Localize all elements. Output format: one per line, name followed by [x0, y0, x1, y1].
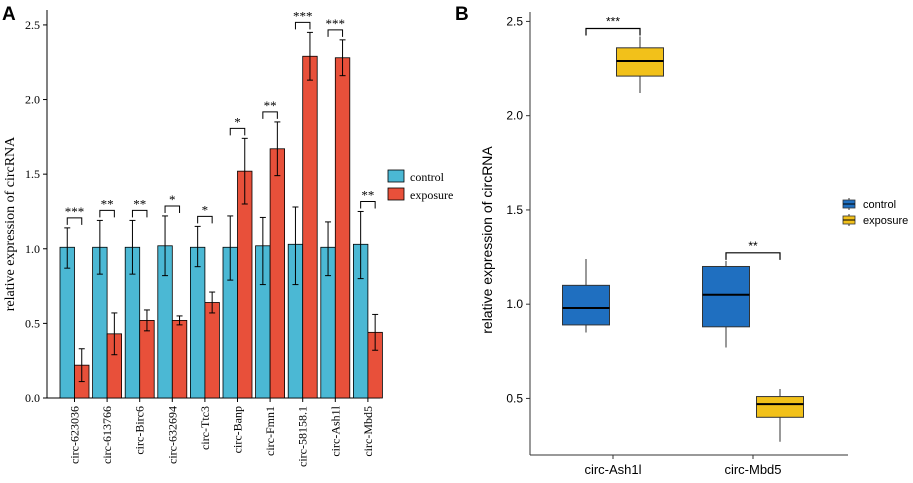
bars — [59, 55, 383, 399]
legend-swatch-control — [387, 169, 405, 183]
boxes — [562, 36, 804, 442]
significance-bracket — [99, 209, 115, 218]
y-axis-label: relative expression of circRNA — [479, 146, 495, 334]
x-tick-label: circ-Ttc3 — [198, 406, 212, 450]
x-tick-label: circ-Banp — [231, 406, 245, 453]
y-tick-label: 2.0 — [25, 93, 40, 107]
bar-exposure — [139, 319, 155, 399]
significance-label: * — [169, 192, 176, 207]
y-tick-label: 0.0 — [25, 391, 40, 405]
significance-bracket — [164, 205, 181, 213]
axes: 0.5 1.0 1.5 2.0 2.5 — [506, 12, 848, 456]
panel-b: B relative expression of circRNA 0.5 1.0 1… — [455, 4, 908, 477]
y-axis-label: relative expression of circRNA — [3, 136, 18, 311]
y-tick-label: 1.0 — [25, 242, 40, 256]
error-bars — [64, 31, 379, 383]
box-exposure — [756, 396, 804, 418]
significance-label: ** — [101, 196, 114, 211]
significance-label: *** — [65, 204, 85, 219]
legend-swatch-exposure — [387, 187, 405, 201]
x-tick-label: circ-Mbd5 — [361, 406, 375, 457]
significance-label: * — [234, 114, 241, 129]
bar-control — [59, 246, 75, 399]
x-tick-label: circ-Ash1l — [328, 405, 342, 456]
x-tick-label: circ-613766 — [100, 406, 114, 464]
x-tick-labels: circ-623036 circ-613766 circ-Birc6 circ-632… — [68, 398, 375, 467]
y-tick-label: 0.5 — [25, 316, 40, 330]
significance-brackets: ***** — [585, 15, 781, 260]
significance-brackets: *** ** ** ******** ***** — [65, 8, 376, 225]
x-tick-label: circ-Mbd5 — [724, 462, 781, 477]
legend-label-exposure: exposure — [410, 188, 453, 202]
x-tick-label: circ-623036 — [68, 406, 82, 464]
legend-label-exposure: exposure — [863, 215, 908, 227]
x-tick-label: circ-632694 — [165, 406, 179, 464]
significance-label: ** — [748, 239, 758, 253]
bar-exposure — [171, 319, 188, 399]
panel-a-label: A — [2, 4, 16, 25]
significance-bracket — [131, 209, 148, 218]
box-control — [562, 284, 610, 326]
significance-label: * — [202, 202, 209, 217]
legend: control exposure — [842, 198, 908, 227]
significance-bracket — [294, 21, 311, 30]
y-tick-label: 2.0 — [506, 109, 523, 123]
bar-exposure — [269, 148, 286, 399]
significance-label: ** — [133, 196, 146, 211]
box-control — [702, 265, 750, 328]
significance-label: *** — [293, 8, 313, 23]
y-tick-label: 1.0 — [506, 297, 523, 311]
significance-bracket — [229, 127, 246, 136]
significance-bracket — [262, 111, 278, 119]
significance-label: ** — [361, 187, 374, 202]
significance-label: *** — [606, 15, 620, 29]
x-tick-label: circ-Fmn1 — [263, 406, 277, 456]
legend-label-control: control — [410, 170, 445, 184]
legend: control exposure — [387, 169, 453, 202]
x-tick-label: circ-58158.1 — [296, 406, 310, 467]
y-tick-label: 2.5 — [25, 18, 40, 32]
y-tick-label: 1.5 — [506, 203, 523, 217]
significance-label: *** — [326, 16, 346, 31]
bar-exposure — [237, 170, 253, 399]
significance-label: ** — [264, 98, 277, 113]
x-tick-labels: circ-Ash1l circ-Mbd5 — [584, 455, 782, 477]
y-tick-label: 2.5 — [506, 14, 523, 28]
panel-a: A relative expression of circRNA 0.0 0.5 1… — [2, 4, 453, 467]
bar-exposure — [204, 302, 220, 399]
y-tick-label: 0.5 — [506, 391, 523, 405]
significance-bracket — [197, 215, 213, 224]
significance-bracket — [585, 27, 641, 36]
bar-control — [189, 246, 206, 399]
significance-bracket — [360, 200, 376, 209]
legend-label-control: control — [863, 199, 896, 211]
x-tick-label: circ-Ash1l — [584, 462, 641, 477]
x-tick-label: circ-Birc6 — [133, 406, 147, 455]
significance-bracket — [725, 252, 781, 260]
y-tick-label: 1.5 — [25, 167, 40, 181]
bar-exposure — [302, 55, 318, 399]
panel-b-label: B — [455, 4, 469, 25]
significance-bracket — [327, 29, 344, 37]
significance-bracket — [66, 217, 83, 225]
bar-exposure — [334, 57, 351, 399]
